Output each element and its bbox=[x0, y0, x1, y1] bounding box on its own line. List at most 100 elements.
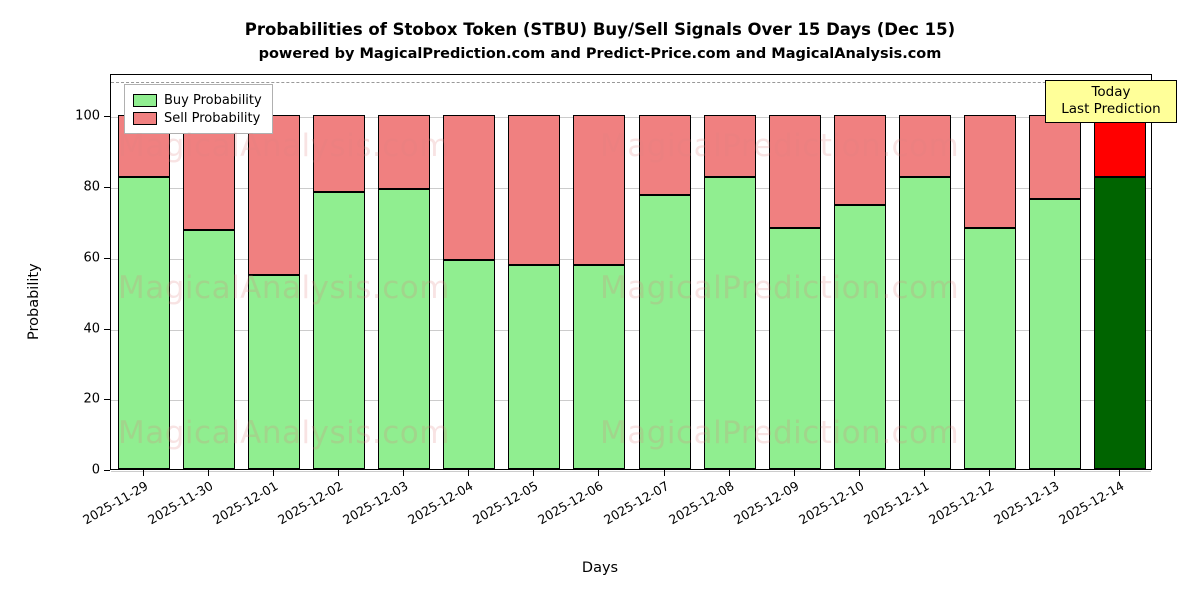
x-tick-mark bbox=[989, 470, 991, 476]
bar-segment-sell bbox=[312, 115, 365, 193]
x-tick-mark bbox=[337, 470, 339, 476]
x-tick-mark bbox=[403, 470, 405, 476]
x-tick-label: 2025-11-29 bbox=[79, 478, 151, 528]
legend-swatch-sell bbox=[133, 111, 157, 125]
bar-group bbox=[833, 73, 886, 469]
today-annotation-line2: Last Prediction bbox=[1061, 100, 1161, 117]
y-gridline bbox=[111, 117, 1151, 119]
y-gridline bbox=[111, 471, 1151, 472]
bar-group bbox=[1094, 73, 1147, 469]
y-tick-label: 40 bbox=[83, 321, 100, 337]
x-tick-mark bbox=[468, 470, 470, 476]
bar-segment-sell bbox=[1029, 115, 1082, 200]
x-tick-label: 2025-12-13 bbox=[991, 478, 1062, 528]
reference-dashed-line bbox=[111, 82, 1151, 84]
legend-item-buy: Buy Probability bbox=[133, 91, 262, 109]
chart-subtitle: powered by MagicalPrediction.com and Pre… bbox=[258, 46, 942, 62]
bar-segment-buy bbox=[443, 259, 496, 469]
x-tick-label: 2025-12-01 bbox=[209, 478, 281, 528]
y-tick-mark bbox=[104, 470, 110, 471]
bar-segment-buy bbox=[117, 177, 170, 469]
x-tick-mark bbox=[793, 470, 795, 476]
bar-segment-sell bbox=[638, 115, 691, 195]
x-tick-mark bbox=[207, 470, 209, 476]
x-tick-label: 2025-12-08 bbox=[665, 478, 737, 528]
chart-title: Probabilities of Stobox Token (STBU) Buy… bbox=[244, 20, 956, 39]
y-gridline bbox=[111, 258, 1151, 260]
bar-segment-sell bbox=[247, 115, 300, 276]
y-tick-mark bbox=[104, 399, 110, 401]
bar-group bbox=[964, 73, 1017, 469]
bar-group bbox=[182, 73, 235, 469]
bar-group bbox=[443, 73, 496, 469]
bar-segment-buy bbox=[247, 275, 300, 469]
bar-group bbox=[508, 73, 561, 469]
x-tick-label: 2025-12-12 bbox=[926, 478, 997, 528]
bar-segment-buy bbox=[638, 194, 691, 469]
y-tick-label: 0 bbox=[91, 462, 100, 478]
bar-segment-buy bbox=[312, 192, 365, 469]
x-tick-mark bbox=[598, 470, 600, 476]
bar-segment-sell bbox=[182, 115, 235, 231]
bar-group bbox=[312, 73, 365, 469]
bar-group bbox=[573, 73, 626, 469]
x-tick-label: 2025-12-14 bbox=[1056, 478, 1127, 528]
plot-area bbox=[110, 73, 1152, 472]
bar-group bbox=[378, 73, 431, 469]
bar-segment-buy bbox=[833, 204, 886, 469]
x-tick-label: 2025-12-09 bbox=[730, 478, 802, 528]
bar-segment-sell bbox=[964, 115, 1017, 228]
x-tick-mark bbox=[663, 470, 665, 476]
bar-segment-buy bbox=[703, 177, 756, 469]
bar-segment-buy bbox=[573, 264, 626, 469]
bar-segment-sell bbox=[768, 115, 821, 228]
bar-segment-sell bbox=[833, 115, 886, 205]
x-tick-label: 2025-12-11 bbox=[861, 478, 932, 528]
x-tick-mark bbox=[858, 470, 860, 476]
bar-group bbox=[117, 73, 170, 469]
x-tick-label: 2025-12-03 bbox=[340, 478, 411, 528]
bar-group bbox=[768, 73, 821, 469]
y-tick-label: 80 bbox=[83, 179, 100, 195]
bar-segment-sell bbox=[899, 115, 952, 178]
x-tick-mark bbox=[533, 470, 535, 476]
bar-segment-sell bbox=[573, 115, 626, 265]
y-gridline bbox=[111, 329, 1151, 331]
x-tick-label: 2025-12-10 bbox=[796, 478, 867, 528]
y-tick-label: 20 bbox=[83, 391, 100, 407]
chart-legend: Buy Probability Sell Probability bbox=[124, 84, 273, 134]
x-tick-mark bbox=[142, 470, 144, 476]
bar-group bbox=[247, 73, 300, 469]
bar-group bbox=[703, 73, 756, 469]
bar-segment-sell bbox=[378, 115, 431, 189]
bar-segment-sell bbox=[508, 115, 561, 265]
today-annotation-line1: Today bbox=[1091, 84, 1131, 100]
x-tick-mark bbox=[272, 470, 274, 476]
x-tick-label: 2025-12-05 bbox=[470, 478, 541, 528]
y-tick-mark bbox=[104, 116, 110, 118]
y-gridline bbox=[111, 188, 1151, 190]
bar-segment-buy bbox=[899, 177, 952, 469]
legend-label-sell: Sell Probability bbox=[164, 110, 261, 126]
bar-segment-buy bbox=[964, 227, 1017, 469]
x-tick-label: 2025-12-06 bbox=[535, 478, 606, 528]
bar-segment-buy bbox=[508, 264, 561, 469]
y-tick-mark bbox=[104, 328, 110, 330]
bar-group bbox=[638, 73, 691, 469]
y-tick-label: 100 bbox=[75, 108, 100, 124]
bar-segment-buy bbox=[1094, 177, 1147, 469]
y-tick-mark bbox=[104, 257, 110, 259]
today-annotation: Today Last Prediction bbox=[1045, 80, 1177, 123]
bar-segment-sell bbox=[703, 115, 756, 178]
bar-group bbox=[1029, 73, 1082, 469]
x-tick-mark bbox=[1119, 470, 1121, 476]
x-tick-label: 2025-12-02 bbox=[275, 478, 346, 528]
x-axis-label: Days bbox=[581, 560, 619, 576]
x-tick-mark bbox=[1054, 470, 1056, 476]
bar-segment-sell bbox=[1094, 115, 1147, 178]
bar-segment-sell bbox=[443, 115, 496, 260]
x-tick-mark bbox=[728, 470, 730, 476]
bar-segment-buy bbox=[182, 230, 235, 469]
y-tick-label: 60 bbox=[83, 250, 100, 266]
